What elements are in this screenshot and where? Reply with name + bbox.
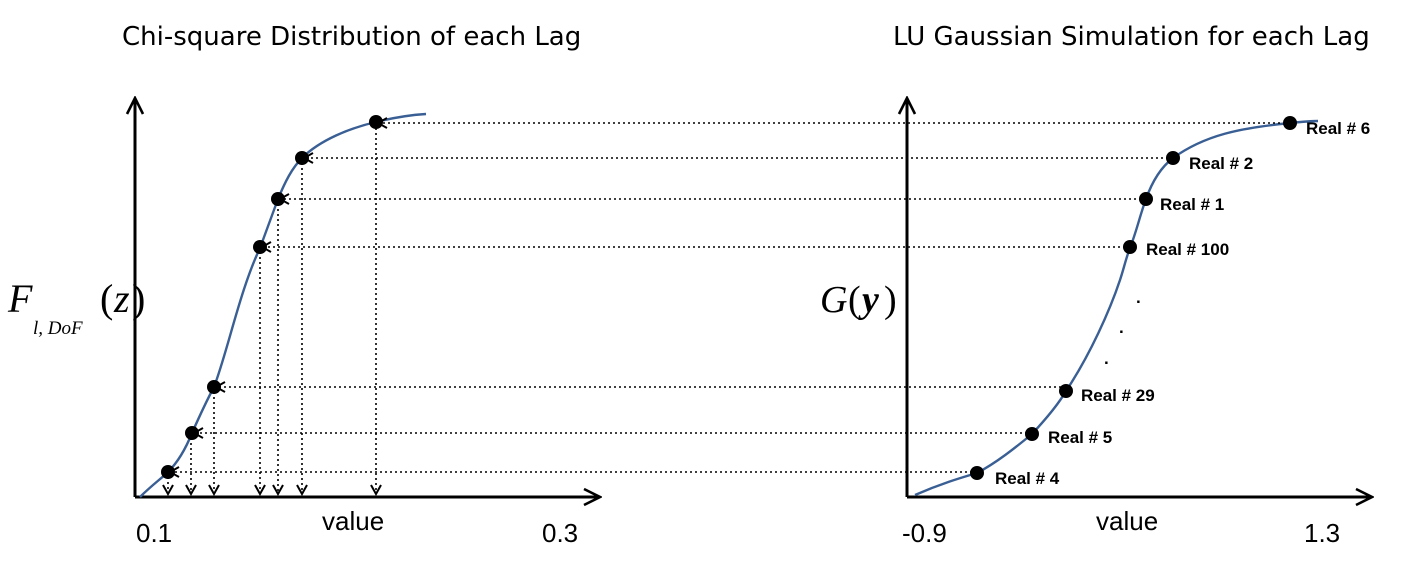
right-point-real-100 (1123, 240, 1137, 254)
left-point-real-5 (185, 426, 199, 440)
right-y-label: G ( y ) (820, 279, 897, 321)
left-y-label-sub: l, DoF (33, 318, 83, 339)
left-y-label: F l, DoF ( z ) (7, 276, 145, 339)
label-real-100: Real # 100 (1146, 240, 1229, 259)
left-xtick-max: 0.3 (542, 518, 578, 548)
label-real-2: Real # 2 (1189, 154, 1253, 173)
vertical-connectors (168, 123, 376, 494)
left-point-real-4 (161, 465, 175, 479)
left-y-label-main: F (7, 276, 33, 321)
left-y-label-arg: z (113, 276, 130, 321)
left-xtick-min: 0.1 (136, 518, 172, 548)
left-y-label-close-paren: ) (132, 276, 145, 321)
label-real-5: Real # 5 (1048, 428, 1112, 447)
right-point-real-5 (1025, 427, 1039, 441)
realization-labels: Real # 6 Real # 2 Real # 1 Real # 100 Re… (995, 119, 1370, 488)
ellipsis-dot-1: . (1136, 288, 1141, 307)
right-point-real-2 (1166, 151, 1180, 165)
left-point-real-6 (369, 115, 383, 129)
ellipsis-dot-2: . (1119, 318, 1124, 337)
right-y-label-open-paren: ( (848, 279, 861, 321)
right-point-real-4 (970, 466, 984, 480)
right-panel-title: LU Gaussian Simulation for each Lag (893, 22, 1370, 52)
right-xlabel: value (1096, 506, 1158, 536)
right-xtick-max: 1.3 (1304, 518, 1340, 548)
label-real-4: Real # 4 (995, 469, 1060, 488)
left-point-real-100 (253, 240, 267, 254)
label-real-1: Real # 1 (1160, 195, 1224, 214)
left-point-real-1 (271, 192, 285, 206)
gaussian-cdf-curve (914, 119, 1319, 497)
ellipsis: . . . (1104, 288, 1141, 368)
right-y-label-main: G (820, 279, 847, 321)
label-real-29: Real # 29 (1081, 386, 1155, 405)
right-points (970, 116, 1297, 480)
left-xlabel: value (322, 506, 384, 536)
right-xtick-min: -0.9 (902, 518, 947, 548)
left-point-real-2 (295, 151, 309, 165)
right-point-real-6 (1283, 116, 1297, 130)
left-panel-title: Chi-square Distribution of each Lag (122, 22, 581, 52)
right-y-label-arg: y (858, 279, 879, 321)
right-y-label-close-paren: ) (884, 279, 897, 321)
left-point-real-29 (207, 380, 221, 394)
left-y-label-open-paren: ( (100, 276, 113, 321)
chi-square-cdf-curve (139, 112, 427, 498)
right-point-real-1 (1139, 192, 1153, 206)
horizontal-connectors (170, 123, 1290, 472)
right-point-real-29 (1059, 384, 1073, 398)
ellipsis-dot-3: . (1104, 349, 1109, 368)
label-real-6: Real # 6 (1306, 119, 1370, 138)
left-points (161, 115, 383, 479)
